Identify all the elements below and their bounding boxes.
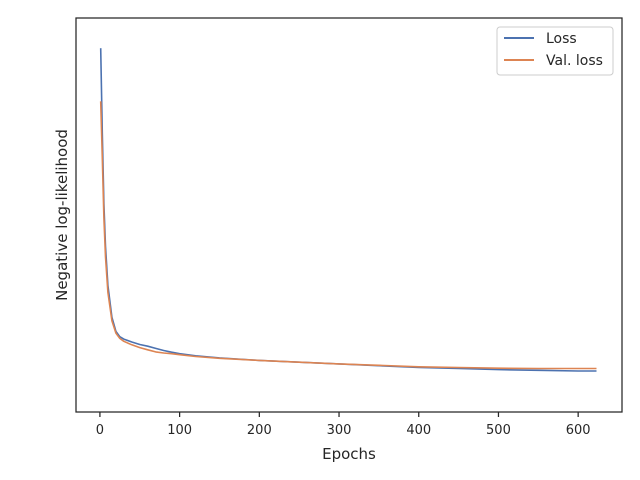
legend-label-val-loss: Val. loss	[546, 53, 603, 69]
series-line-val-loss	[99, 101, 597, 370]
x-tick-label: 400	[406, 423, 431, 438]
x-tick-label: 200	[247, 423, 272, 438]
x-tick-label: 500	[486, 423, 511, 438]
legend-label-loss: Loss	[546, 31, 577, 47]
series-lines	[99, 48, 597, 372]
plot-frame	[75, 17, 623, 413]
y-axis-label: Negative log-likelihood	[53, 129, 71, 301]
legend: Loss Val. loss	[496, 26, 614, 76]
x-axis-ticks: 0 100 200 300 400 500 600	[96, 412, 591, 438]
x-tick-label: 0	[96, 423, 104, 438]
x-tick-label: 600	[566, 423, 591, 438]
x-axis-label: Epochs	[322, 445, 376, 463]
x-tick-label: 100	[167, 423, 192, 438]
x-tick-label: 300	[327, 423, 352, 438]
series-line-loss	[99, 48, 597, 372]
